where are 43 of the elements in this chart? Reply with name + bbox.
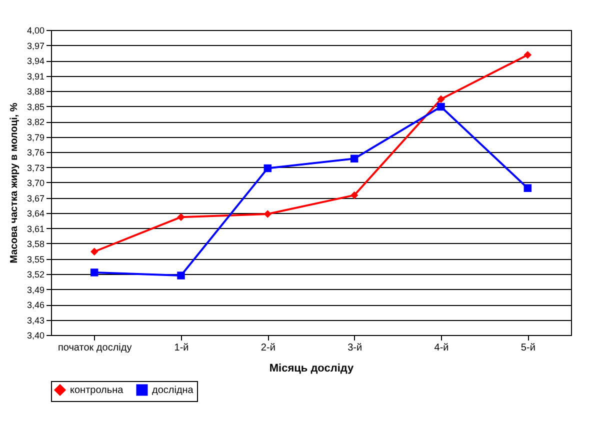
y-tick-label: 3,49: [26, 284, 44, 295]
point: [437, 102, 445, 111]
x-tick-label: початок досліду: [58, 342, 132, 354]
point: [177, 272, 185, 280]
y-tick-label: 3,94: [26, 56, 44, 66]
y-tick-label: 3,58: [26, 239, 44, 249]
y-tick-label: 3,46: [26, 300, 44, 310]
y-tick-label: 3,61: [26, 224, 44, 234]
point: [264, 164, 272, 172]
y-tick-label: 3,91: [26, 71, 44, 82]
y-axis-title: Масова частка жиру в молоці, %: [8, 102, 20, 264]
point: [350, 191, 358, 200]
x-tick-label: 4-й: [434, 342, 449, 354]
y-tick-label: 4,00: [26, 26, 44, 36]
y-tick-label: 3,52: [26, 270, 44, 280]
y-tick-label: 3,82: [26, 117, 44, 127]
y-tick-label: 3,97: [26, 40, 44, 51]
x-tick-label: 5-й: [520, 342, 536, 354]
y-tick-label: 3,70: [26, 178, 44, 188]
y-tick-label: 3,73: [26, 162, 44, 173]
x-axis-title: Місяць досліду: [269, 362, 355, 374]
point: [90, 268, 98, 276]
x-tick-label: 3-й: [348, 342, 362, 354]
point: [90, 248, 98, 256]
y-tick-label: 3,43: [26, 315, 44, 326]
y-tick-label: 3,55: [26, 254, 44, 264]
y-tick-label: 3,88: [26, 86, 44, 96]
y-tick-label: 3,67: [26, 193, 44, 204]
x-tick-label: 1-й: [174, 342, 189, 354]
legend-label: контрольна: [70, 385, 124, 396]
y-tick-label: 3,40: [26, 330, 44, 340]
point: [524, 51, 532, 59]
y-tick-label: 3,85: [26, 102, 44, 112]
legend-label: дослідна: [152, 385, 194, 396]
point: [177, 213, 185, 221]
point: [350, 154, 358, 162]
y-tick-label: 3,79: [26, 132, 44, 142]
x-tick-label: 2-й: [260, 342, 276, 354]
point: [524, 184, 532, 192]
point: [264, 210, 272, 218]
y-tick-label: 3,64: [26, 208, 44, 218]
point: [437, 95, 445, 104]
y-tick-label: 3,76: [26, 148, 44, 158]
